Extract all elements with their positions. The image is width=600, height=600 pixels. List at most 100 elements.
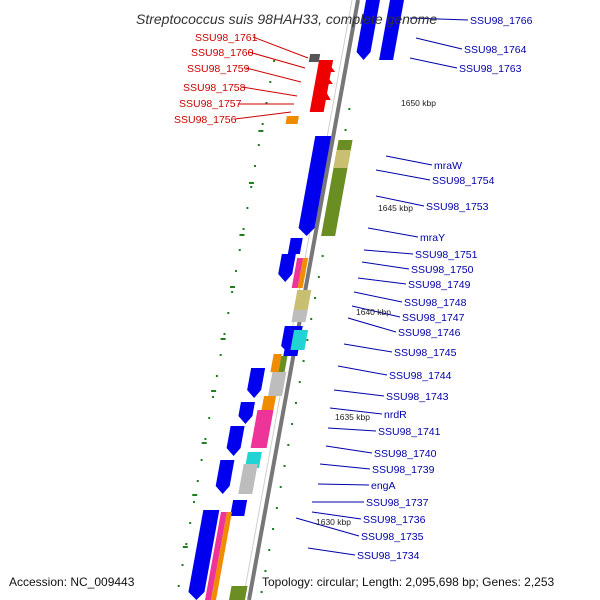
gene-label[interactable]: SSU98_1753 [426,201,489,213]
gene-label[interactable]: SSU98_1759 [187,63,250,75]
gene-label[interactable]: SSU98_1747 [402,312,465,324]
tick-dash [239,234,245,236]
gene-label[interactable]: SSU98_1734 [357,550,420,562]
leader-line [245,67,302,83]
gene-feature [215,460,235,494]
tick-dash [230,286,236,288]
leader-line [319,463,371,470]
tick-dash [220,338,226,340]
gene-feature [228,586,248,600]
leader-line [375,169,431,181]
leader-line [385,155,433,166]
gene-feature [333,150,351,168]
leader-line [347,317,397,333]
leader-line [241,86,298,97]
gene-label[interactable]: mraY [420,232,445,244]
gene-label[interactable]: SSU98_1757 [179,98,242,110]
leader-line [409,17,469,21]
leader-line [325,445,373,454]
gene-feature [291,258,304,288]
tick-dot [269,81,272,83]
gene-label[interactable]: SSU98_1744 [389,370,452,382]
gene-label[interactable]: SSU98_1740 [374,448,437,460]
tick-dot [223,333,226,335]
leader-line [361,261,410,270]
tick-dot [227,312,230,314]
gene-label[interactable]: SSU98_1750 [411,264,474,276]
left-labels: SSU98_1761 SSU98_1760 SSU98_1759 SSU98_1… [174,32,258,126]
scale-mark-1645: 1645 kbp [378,203,413,213]
tick-dot [177,585,180,587]
leader-line [311,511,362,520]
scale-mark-1635: 1635 kbp [335,412,370,422]
gene-feature [204,512,227,600]
tick-dot [246,207,249,209]
gene-feature [287,238,303,254]
gene-label[interactable]: SSU98_1748 [404,297,467,309]
tick-dot [234,270,237,272]
gene-label[interactable]: mraW [434,160,462,172]
leader-line [329,407,383,415]
tick-dot [302,360,305,362]
gene-label[interactable]: SSU98_1763 [459,63,522,75]
tick-dot [294,402,297,404]
gene-feature [210,512,232,600]
leader-line [252,36,309,59]
tick-dash [192,494,198,496]
tick-dot [298,381,301,383]
gene-label[interactable]: SSU98_1741 [378,426,441,438]
tick-dot [189,522,192,524]
gene-label[interactable]: SSU98_1766 [470,15,533,27]
tick-dot [242,228,245,230]
gene-label[interactable]: SSU98_1756 [174,114,237,126]
gene-feature [268,372,287,396]
tick-dot [181,564,184,566]
gene-label[interactable]: SSU98_1745 [394,347,457,359]
tick-dot [348,108,351,110]
tick-dot [275,507,278,509]
tick-dot [196,480,199,482]
gene-feature [230,500,248,516]
right-labels: SSU98_1766 SSU98_1764 SSU98_1763 mraW SS… [357,15,533,562]
leader-line [234,111,292,120]
gene-label[interactable]: SSU98_1751 [415,249,478,261]
tick-dot [185,543,188,545]
tick-dot [279,486,282,488]
gene-label[interactable]: SSU98_1739 [372,464,435,476]
gene-label[interactable]: SSU98_1736 [363,514,426,526]
gene-feature [356,0,380,60]
gene-label[interactable]: SSU98_1735 [361,531,424,543]
gene-feature [238,464,258,494]
tick-dot [250,186,253,188]
gene-label[interactable]: nrdR [384,409,407,421]
gene-track [188,0,404,600]
gene-label[interactable]: SSU98_1746 [398,327,461,339]
gene-label[interactable]: engA [371,480,396,492]
gene-arrow [317,60,336,72]
gene-label[interactable]: SSU98_1761 [195,32,258,44]
gene-feature [379,0,404,60]
gene-label[interactable]: SSU98_1749 [408,279,471,291]
gene-label[interactable]: SSU98_1737 [366,497,429,509]
accession-text: Accession: NC_009443 [9,575,135,589]
tick-dash [258,130,264,132]
gene-label[interactable]: SSU98_1743 [386,391,449,403]
gene-label[interactable]: SSU98_1760 [191,47,254,59]
gene-arrow [312,84,331,100]
gene-label[interactable]: SSU98_1754 [432,175,495,187]
gene-feature [290,330,309,350]
gene-feature [297,258,309,288]
gene-label[interactable]: SSU98_1764 [464,44,527,56]
tick-dash [248,182,254,184]
leader-line [367,227,419,238]
label-leader-lines [234,17,469,556]
scale-mark-1630: 1630 kbp [316,517,351,527]
gene-feature [270,354,282,372]
tick-dot [287,444,290,446]
leader-line [248,51,306,69]
gene-feature [291,310,308,322]
leader-line [409,57,458,69]
gene-label[interactable]: SSU98_1758 [183,82,246,94]
leader-line [375,195,425,207]
